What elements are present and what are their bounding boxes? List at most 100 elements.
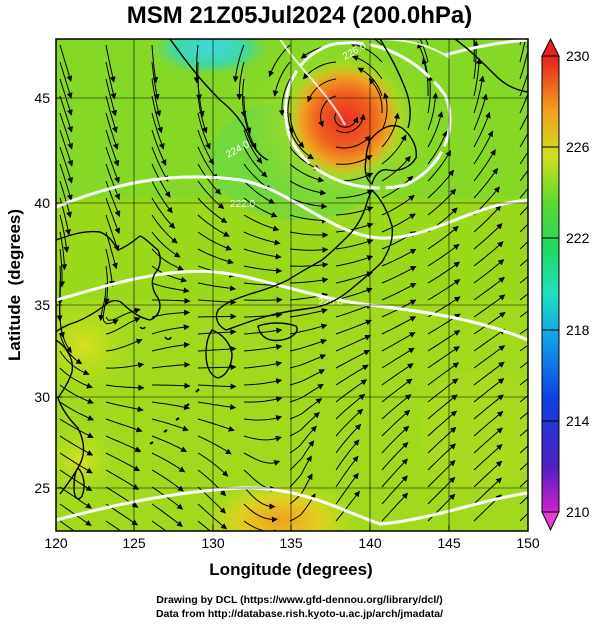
streamline (519, 275, 528, 284)
streamline (243, 231, 281, 246)
streamline (473, 204, 502, 233)
streamline (105, 163, 121, 201)
streamline (335, 255, 374, 267)
streamline (334, 112, 359, 128)
streamline (105, 469, 140, 490)
colorbar-min-arrow (541, 511, 560, 532)
streamline (278, 78, 291, 117)
streamline (105, 180, 121, 217)
kuril-coast (454, 39, 528, 93)
streamline (243, 312, 283, 318)
coastlines (56, 39, 528, 500)
streamline (59, 418, 94, 438)
streamline (427, 346, 460, 369)
contour-222-south (56, 486, 528, 526)
streamline (519, 361, 528, 369)
streamline (243, 503, 278, 523)
streamline (197, 180, 225, 209)
streamline (427, 362, 460, 386)
credit-drawing: Drawing by DCL (https://www.gfd-dennou.o… (156, 594, 443, 606)
streamline (197, 146, 218, 180)
streamline (59, 78, 73, 116)
streamline (473, 477, 503, 505)
streamline (381, 282, 417, 301)
streamline (59, 435, 94, 456)
streamline (59, 180, 72, 219)
streamline (289, 163, 325, 183)
streamline (59, 367, 93, 389)
streamline (105, 362, 145, 369)
streamline (151, 61, 160, 101)
streamline (59, 163, 73, 201)
streamline (335, 135, 371, 149)
streamline (268, 44, 291, 77)
streamline (519, 39, 527, 63)
colorbar-label: 210 (566, 504, 590, 520)
warm-high-center (283, 58, 407, 182)
streamline (151, 95, 163, 134)
streamline (289, 369, 326, 386)
streamline (105, 231, 118, 270)
streamline (193, 44, 200, 84)
streamline (381, 213, 416, 233)
streamline (59, 61, 73, 99)
streamline (105, 248, 115, 287)
streamline (335, 113, 366, 134)
streamline (519, 151, 528, 165)
streamline (519, 378, 528, 386)
streamline (151, 78, 162, 117)
streamline (243, 296, 283, 303)
credit-data: Data from http://database.rish.kyoto-u.a… (155, 608, 444, 620)
streamline (381, 134, 407, 165)
streamline (151, 341, 190, 352)
streamline (381, 475, 408, 505)
streamline (289, 425, 317, 454)
streamline (289, 277, 329, 284)
streamline (243, 396, 283, 403)
streamline (105, 435, 142, 452)
streamline (335, 439, 360, 471)
streamline (335, 303, 373, 318)
streamline (473, 311, 506, 335)
streamline (197, 231, 232, 251)
streamline (59, 316, 72, 354)
streamline (197, 452, 229, 477)
streamline (151, 452, 186, 473)
credits: Drawing by DCL (https://www.gfd-dennou.o… (0, 593, 599, 621)
streamline (243, 415, 283, 421)
streamline (335, 271, 374, 284)
colorbar: 230 226 222 218 214 210 (541, 37, 590, 532)
x-tick-label: 120 (44, 535, 68, 551)
streamline (151, 129, 167, 166)
streamline (368, 78, 383, 114)
streamline (426, 74, 433, 114)
primorye-coast (169, 39, 269, 161)
hokkaido (364, 124, 417, 185)
streamline (105, 44, 116, 83)
streamline (381, 458, 408, 488)
streamline (151, 435, 188, 453)
shikoku (257, 322, 298, 342)
streamline (519, 327, 528, 335)
streamline (519, 41, 528, 80)
streamline (243, 180, 275, 204)
streamline (151, 361, 191, 369)
honshu (215, 189, 394, 331)
streamline (335, 334, 372, 352)
streamline (151, 486, 184, 510)
streamline (151, 146, 169, 182)
streamline (151, 418, 189, 432)
streamline (152, 382, 191, 389)
streamline (519, 132, 528, 148)
streamline (151, 180, 173, 214)
streamline (289, 214, 329, 224)
streamline (427, 330, 461, 352)
streamline (473, 167, 499, 199)
streamline (105, 78, 118, 117)
streamline (335, 239, 374, 250)
taiwan (73, 467, 85, 500)
streamline (519, 205, 528, 216)
streamline (519, 112, 528, 131)
streamline (473, 57, 482, 97)
streamline (519, 445, 528, 454)
